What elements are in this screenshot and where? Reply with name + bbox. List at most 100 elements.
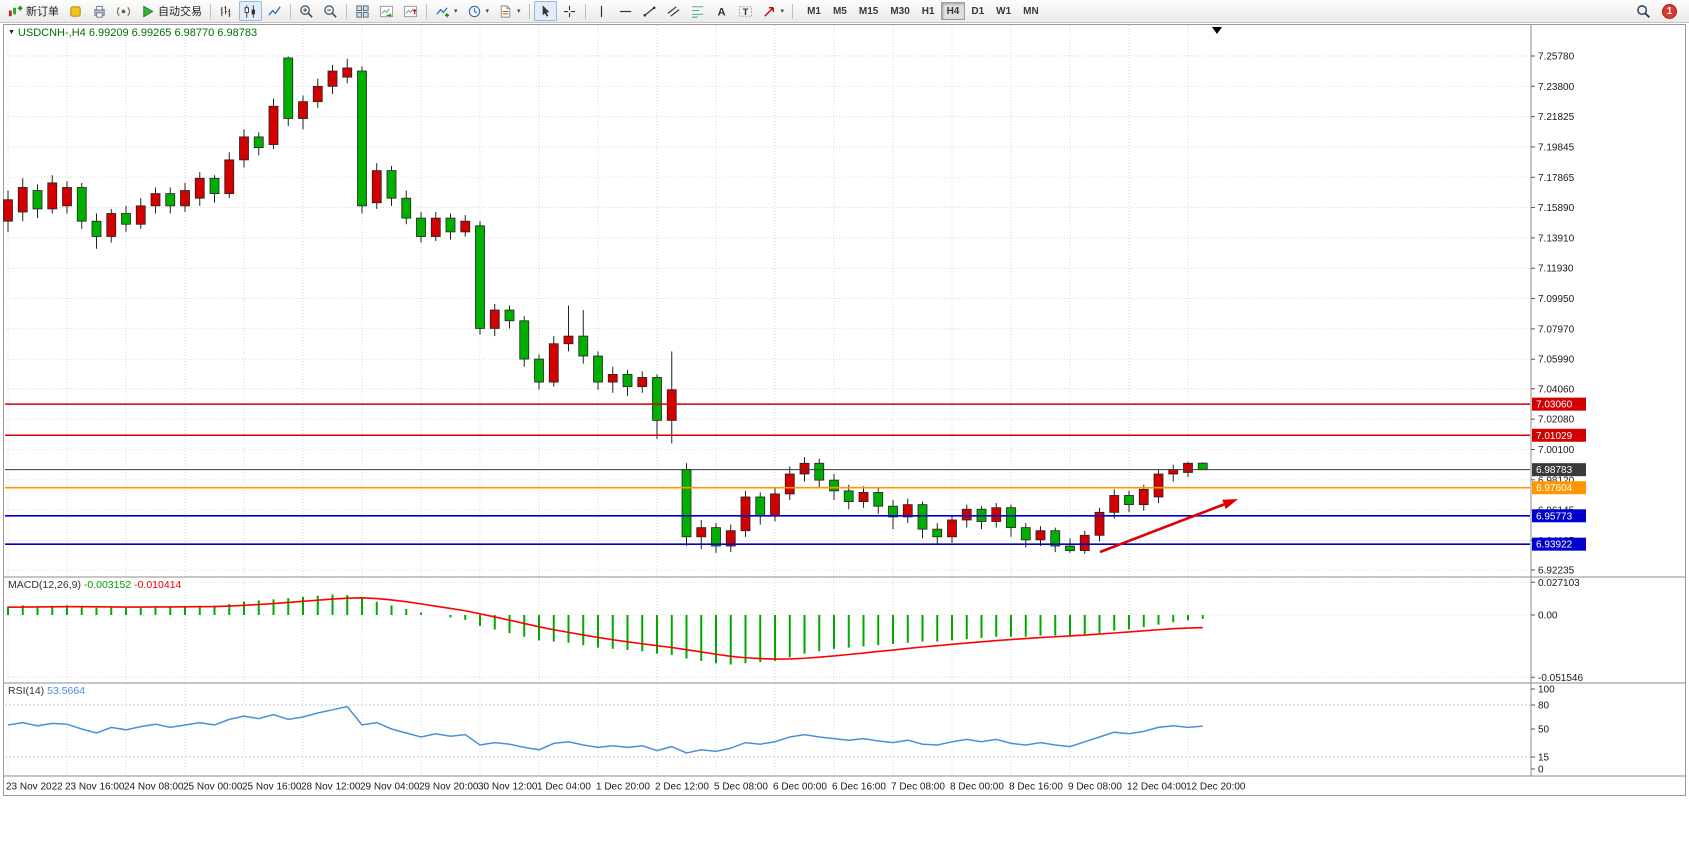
tile-windows-button[interactable] <box>351 1 374 21</box>
vertical-line-button[interactable] <box>590 1 613 21</box>
candle-body <box>799 462 810 475</box>
candle-body <box>135 205 146 225</box>
text-label-button[interactable]: T <box>734 1 757 21</box>
trend-arrow-object[interactable] <box>1099 503 1225 554</box>
vertical-line-icon <box>600 5 602 17</box>
candle-body <box>740 496 751 532</box>
horizontal-line-button[interactable] <box>614 1 637 21</box>
rsi-scale-label: 0 <box>1538 765 1544 776</box>
line-price-label-text: 7.03060 <box>1536 400 1573 411</box>
candle-body <box>1197 462 1208 471</box>
candle-body <box>475 225 485 329</box>
candle-body <box>843 490 854 502</box>
trendline-button[interactable] <box>638 1 661 21</box>
periods-icon <box>468 5 480 17</box>
rsi-scale-label: 100 <box>1538 685 1555 696</box>
candle-body <box>17 187 28 213</box>
candle-body <box>858 491 869 502</box>
rsi-scale-label: 15 <box>1538 753 1550 764</box>
tile-windows-icon <box>356 4 369 18</box>
candle-body <box>194 177 205 199</box>
zoom-in-button[interactable] <box>295 1 318 21</box>
templates-button[interactable]: ▾ <box>494 1 525 21</box>
timeframe-button-d1[interactable]: D1 <box>971 5 985 17</box>
notification-badge[interactable]: 1 <box>1662 3 1677 19</box>
zoom-out-icon <box>324 4 337 18</box>
bar-chart-icon <box>220 5 231 17</box>
fibonacci-button[interactable] <box>686 1 709 21</box>
timeframe-button-m1[interactable]: M1 <box>807 5 821 17</box>
periods-button[interactable]: ▾ <box>463 1 494 21</box>
macd-signal-line <box>7 597 1203 660</box>
line-chart-button[interactable] <box>263 1 286 21</box>
search-button[interactable] <box>1632 1 1655 21</box>
line-price-label <box>1532 428 1586 442</box>
auto-scroll-button[interactable] <box>375 1 398 21</box>
channel-button[interactable] <box>662 1 685 21</box>
timeframe-button-w1[interactable]: W1 <box>996 5 1012 17</box>
candle-body <box>666 389 677 421</box>
price-tick-label: 6.98120 <box>1538 475 1575 486</box>
timeframe-button-h1[interactable]: H1 <box>921 5 935 17</box>
cursor-button[interactable] <box>533 1 557 21</box>
candle-body <box>460 220 471 233</box>
bid-price-label <box>1532 463 1586 477</box>
candle-body <box>784 473 795 495</box>
bar-chart-button[interactable] <box>215 1 238 21</box>
zoom-out-button[interactable] <box>319 1 342 21</box>
line-price-label <box>1532 481 1586 495</box>
candlestick-chart-icon <box>244 4 255 18</box>
price-tick-label: 7.07970 <box>1538 324 1575 335</box>
candle-body <box>1109 495 1120 513</box>
rsi-scale-label: 50 <box>1538 725 1550 736</box>
candle-body <box>91 220 102 237</box>
price-tick-label: 6.92235 <box>1538 566 1575 577</box>
scroll-to-end-marker[interactable] <box>1212 27 1222 34</box>
timeframe-button-m30[interactable]: M30 <box>890 5 910 17</box>
crosshair-button[interactable] <box>558 1 581 21</box>
timeframe-button-m15[interactable]: M15 <box>858 5 879 17</box>
price-tick-label: 7.15890 <box>1538 203 1575 214</box>
trend-arrow-head <box>1222 499 1238 510</box>
signals-icon <box>117 6 130 16</box>
time-tick-label: 29 Nov 04:00 <box>360 782 420 793</box>
time-tick-label: 5 Dec 08:00 <box>714 782 768 793</box>
toolbar-separator <box>792 3 794 19</box>
time-tick-label: 9 Dec 08:00 <box>1068 782 1122 793</box>
candle-body <box>76 187 87 222</box>
signals-button[interactable] <box>112 1 135 21</box>
time-tick-label: 6 Dec 00:00 <box>773 782 827 793</box>
price-tick-label: 7.09950 <box>1538 294 1575 305</box>
candle-body <box>519 320 530 360</box>
text-label-icon: T <box>738 5 752 16</box>
new-order-button[interactable]: 新订单 <box>4 1 63 21</box>
candle-body <box>578 335 589 357</box>
timeframe-button-m5[interactable]: M5 <box>832 5 847 17</box>
candle-body <box>489 309 500 329</box>
channel-icon <box>667 5 680 17</box>
candle-body <box>829 479 839 492</box>
svg-text:A: A <box>717 6 725 18</box>
candle-body <box>445 217 456 233</box>
candle-body <box>593 355 603 383</box>
candlestick-chart-button[interactable] <box>239 1 262 21</box>
timeframe-button-mn[interactable]: MN <box>1023 5 1039 17</box>
candle-body <box>932 528 943 538</box>
metaeditor-button[interactable] <box>64 1 87 21</box>
text-button[interactable]: A <box>710 1 733 21</box>
arrow-tools-button[interactable]: ▾ <box>758 1 789 21</box>
price-tick-label: 7.05990 <box>1538 355 1575 366</box>
indicators-button[interactable]: ▾ <box>431 1 462 21</box>
candle-body <box>652 377 662 421</box>
candle-body <box>165 193 176 207</box>
candle-body <box>253 136 264 149</box>
chart-plot-area[interactable] <box>5 25 1530 776</box>
price-tick-label: 7.11930 <box>1538 264 1574 275</box>
timeframe-button-h4[interactable]: H4 <box>940 2 966 20</box>
candle-body <box>416 217 426 237</box>
time-tick-label: 30 Nov 12:00 <box>478 782 538 793</box>
chart-shift-button[interactable] <box>399 1 422 21</box>
candle-body <box>1138 488 1149 506</box>
print-button[interactable] <box>88 1 111 21</box>
autotrading-button[interactable]: 自动交易 <box>136 1 206 21</box>
